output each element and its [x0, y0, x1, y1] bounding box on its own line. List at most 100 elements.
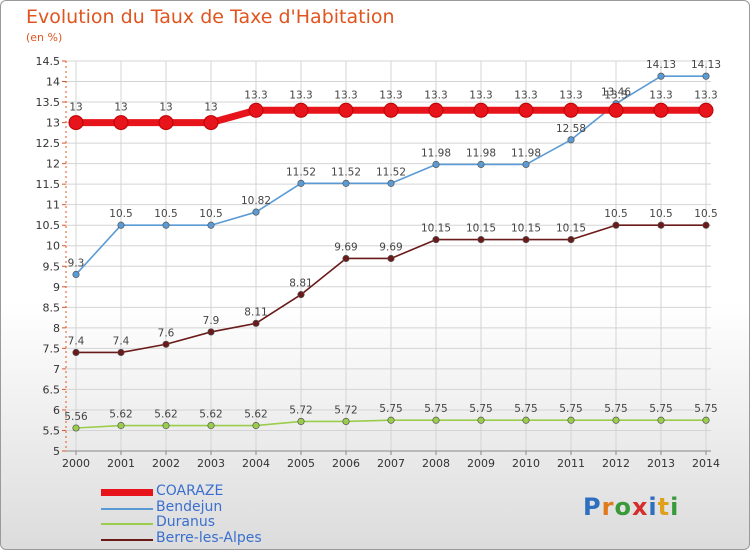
data-label-berre-les-alpes: 7.4 — [113, 335, 130, 347]
series-bendejun — [72, 72, 710, 279]
x-tick-label: 2001 — [107, 457, 135, 470]
data-point-coaraze — [203, 115, 219, 131]
data-point-duranus — [252, 421, 260, 430]
series-layer — [68, 72, 714, 432]
data-label-bendejun: 11.52 — [376, 166, 406, 178]
legend-swatch-duranus — [101, 523, 153, 525]
data-point-bendejun — [387, 179, 395, 187]
data-label-bendejun: 11.98 — [511, 147, 541, 159]
x-tick-label: 2003 — [197, 457, 225, 470]
data-label-duranus: 5.62 — [154, 409, 177, 421]
data-label-bendejun: 14.13 — [646, 59, 676, 71]
data-label-bendejun: 10.5 — [154, 208, 177, 220]
x-tick-label: 2009 — [467, 457, 495, 470]
data-point-bendejun — [297, 179, 305, 187]
data-point-coaraze — [113, 115, 129, 131]
legend-swatch-coaraze — [101, 489, 153, 496]
data-point-berre-les-alpes — [297, 291, 305, 299]
data-label-coaraze: 13 — [159, 102, 172, 114]
data-point-duranus — [342, 417, 350, 425]
data-label-berre-les-alpes: 10.5 — [694, 208, 717, 220]
y-tick-label: 7.5 — [43, 342, 61, 355]
data-point-coaraze — [653, 102, 669, 118]
y-tick-label: 9.5 — [43, 260, 61, 273]
data-label-bendejun: 11.52 — [286, 166, 316, 178]
data-label-berre-les-alpes: 7.6 — [158, 327, 175, 339]
series-coaraze — [68, 102, 714, 131]
data-label-coaraze: 13.3 — [559, 89, 582, 101]
data-label-bendejun: 14.13 — [691, 59, 721, 71]
x-tick-label: 2014 — [692, 457, 720, 470]
data-label-berre-les-alpes: 10.15 — [421, 223, 451, 235]
data-point-berre-les-alpes — [567, 236, 575, 244]
data-point-bendejun — [567, 136, 575, 144]
y-tick-label: 10 — [46, 240, 60, 253]
data-point-duranus — [162, 421, 170, 430]
data-label-duranus: 5.75 — [559, 403, 582, 415]
data-point-berre-les-alpes — [612, 221, 620, 229]
y-tick-label: 7 — [53, 363, 60, 376]
data-label-duranus: 5.56 — [64, 411, 88, 423]
data-point-coaraze — [698, 102, 714, 118]
data-point-duranus — [387, 416, 395, 424]
data-point-berre-les-alpes — [432, 236, 440, 244]
y-tick-label: 5.5 — [43, 424, 61, 437]
data-point-coaraze — [293, 102, 309, 118]
data-label-coaraze: 13.3 — [514, 89, 537, 101]
data-point-berre-les-alpes — [207, 328, 215, 336]
x-tick-label: 2007 — [377, 457, 405, 470]
axes: 55.566.577.588.599.51010.51111.51212.513… — [36, 55, 721, 470]
data-label-berre-les-alpes: 7.9 — [203, 315, 220, 327]
x-tick-label: 2005 — [287, 457, 315, 470]
data-label-duranus: 5.75 — [649, 403, 672, 415]
data-point-coaraze — [68, 115, 84, 131]
data-point-bendejun — [522, 160, 530, 169]
x-tick-label: 2011 — [557, 457, 585, 470]
y-tick-label: 11.5 — [36, 178, 61, 191]
data-label-duranus: 5.72 — [334, 404, 357, 416]
data-label-duranus: 5.75 — [514, 403, 537, 415]
data-label-duranus: 5.75 — [424, 403, 447, 415]
data-label-duranus: 5.75 — [469, 403, 492, 415]
x-tick-label: 2000 — [62, 457, 90, 470]
data-label-duranus: 5.62 — [199, 409, 222, 421]
data-label-berre-les-alpes: 8.11 — [244, 306, 267, 318]
legend-label-berre-les-alpes: Berre-les-Alpes — [156, 529, 262, 546]
legend-label-coaraze: COARAZE — [156, 483, 224, 499]
y-tick-label: 6.5 — [43, 383, 61, 396]
data-label-duranus: 5.75 — [379, 403, 402, 415]
data-point-coaraze — [473, 102, 489, 118]
y-tick-label: 8.5 — [43, 301, 61, 314]
data-point-duranus — [612, 416, 620, 424]
data-label-duranus: 5.62 — [109, 409, 132, 421]
data-point-bendejun — [657, 72, 665, 80]
chart-title: Evolution du Taux de Taxe d'Habitation — [26, 6, 395, 28]
data-label-coaraze: 13.3 — [469, 89, 492, 101]
data-label-coaraze: 13.3 — [424, 89, 447, 101]
data-label-coaraze: 13.3 — [604, 89, 627, 101]
y-tick-label: 14.5 — [36, 55, 61, 68]
data-point-bendejun — [477, 160, 485, 169]
x-tick-label: 2010 — [512, 457, 540, 470]
data-label-berre-les-alpes: 9.69 — [334, 241, 357, 253]
y-tick-label: 9 — [53, 281, 60, 294]
data-label-bendejun: 13.46 — [601, 87, 631, 99]
data-label-berre-les-alpes: 10.15 — [556, 223, 586, 235]
data-label-bendejun: 11.52 — [331, 166, 361, 178]
chart-subtitle: (en %) — [26, 31, 63, 44]
data-point-berre-les-alpes — [117, 348, 125, 357]
proxiti-logo: Proxiti — [583, 493, 680, 521]
data-point-bendejun — [342, 179, 350, 187]
legend-swatch-berre-les-alpes — [101, 538, 153, 541]
data-point-duranus — [297, 417, 305, 425]
legend-swatch-bendejun — [101, 507, 153, 510]
data-label-coaraze: 13.3 — [334, 89, 357, 101]
data-label-berre-les-alpes: 10.15 — [466, 223, 496, 235]
data-point-bendejun — [72, 270, 80, 279]
data-point-coaraze — [248, 102, 264, 118]
x-tick-label: 2002 — [152, 457, 180, 470]
x-tick-label: 2013 — [647, 457, 675, 470]
data-point-coaraze — [383, 102, 399, 118]
